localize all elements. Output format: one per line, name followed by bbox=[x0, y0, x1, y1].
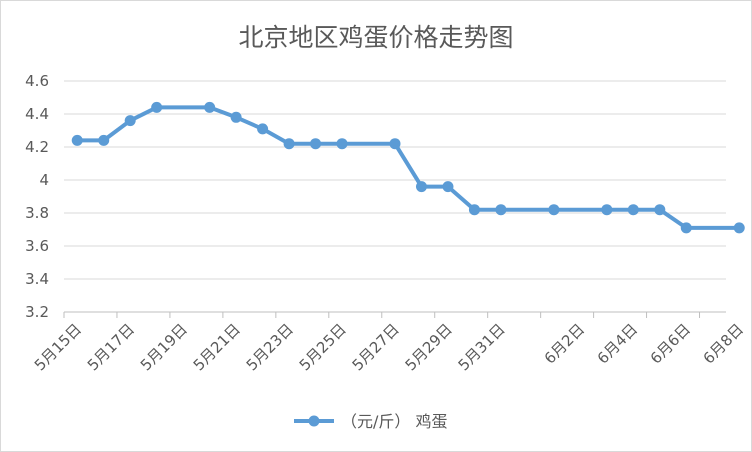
x-tick-label: 6月6日 bbox=[647, 320, 694, 367]
chart-title: 北京地区鸡蛋价格走势图 bbox=[238, 23, 513, 52]
x-tick-label: 5月15日 bbox=[31, 320, 85, 374]
y-axis-ticks: 3.2 3.4 3.6 3.8 4 4.2 4.4 4.6 bbox=[25, 72, 49, 321]
x-tick-label: 5月23日 bbox=[243, 320, 297, 374]
x-axis-ticks: 5月15日5月17日5月19日5月21日5月23日5月25日5月27日5月29日… bbox=[31, 312, 747, 374]
data-point bbox=[680, 222, 692, 234]
legend-label: （元/斤） 鸡蛋 bbox=[341, 412, 447, 431]
data-point bbox=[98, 134, 110, 146]
y-tick-label: 4.2 bbox=[25, 138, 49, 156]
data-point bbox=[204, 101, 216, 113]
data-point bbox=[495, 204, 507, 216]
data-point bbox=[654, 204, 666, 216]
x-tick-label: 5月29日 bbox=[402, 320, 456, 374]
data-point bbox=[151, 101, 163, 113]
x-tick-label: 5月25日 bbox=[296, 320, 350, 374]
y-tick-label: 3.4 bbox=[25, 270, 49, 288]
data-point bbox=[71, 134, 83, 146]
data-point bbox=[389, 138, 401, 150]
data-point bbox=[415, 181, 427, 193]
x-tick-label: 5月27日 bbox=[349, 320, 403, 374]
x-tick-label: 5月21日 bbox=[190, 320, 244, 374]
y-tick-label: 4.4 bbox=[25, 105, 49, 123]
data-point bbox=[336, 138, 348, 150]
data-point bbox=[733, 222, 745, 234]
series-egg bbox=[71, 101, 745, 234]
x-tick-label: 6月4日 bbox=[594, 320, 641, 367]
data-point bbox=[548, 204, 560, 216]
y-tick-label: 3.8 bbox=[25, 204, 49, 222]
y-tick-label: 3.6 bbox=[25, 237, 49, 255]
data-point bbox=[257, 123, 269, 135]
data-point bbox=[627, 204, 639, 216]
data-point bbox=[468, 204, 480, 216]
y-tick-label: 4 bbox=[39, 171, 49, 189]
gridlines bbox=[64, 80, 726, 313]
x-tick-label: 5月17日 bbox=[84, 320, 138, 374]
y-tick-label: 3.2 bbox=[25, 303, 49, 321]
data-point bbox=[310, 138, 322, 150]
data-point bbox=[442, 181, 454, 193]
series-line bbox=[77, 105, 740, 230]
legend-point-marker bbox=[308, 415, 320, 427]
legend: （元/斤） 鸡蛋 bbox=[294, 412, 447, 431]
y-tick-label: 4.6 bbox=[25, 72, 49, 90]
data-point bbox=[601, 204, 613, 216]
x-tick-label: 6月2日 bbox=[541, 320, 588, 367]
x-tick-label: 5月19日 bbox=[137, 320, 191, 374]
data-point bbox=[230, 111, 242, 123]
x-tick-label: 6月8日 bbox=[700, 320, 747, 367]
x-tick-label: 5月31日 bbox=[455, 320, 509, 374]
data-point bbox=[283, 138, 295, 150]
data-point bbox=[124, 115, 136, 127]
